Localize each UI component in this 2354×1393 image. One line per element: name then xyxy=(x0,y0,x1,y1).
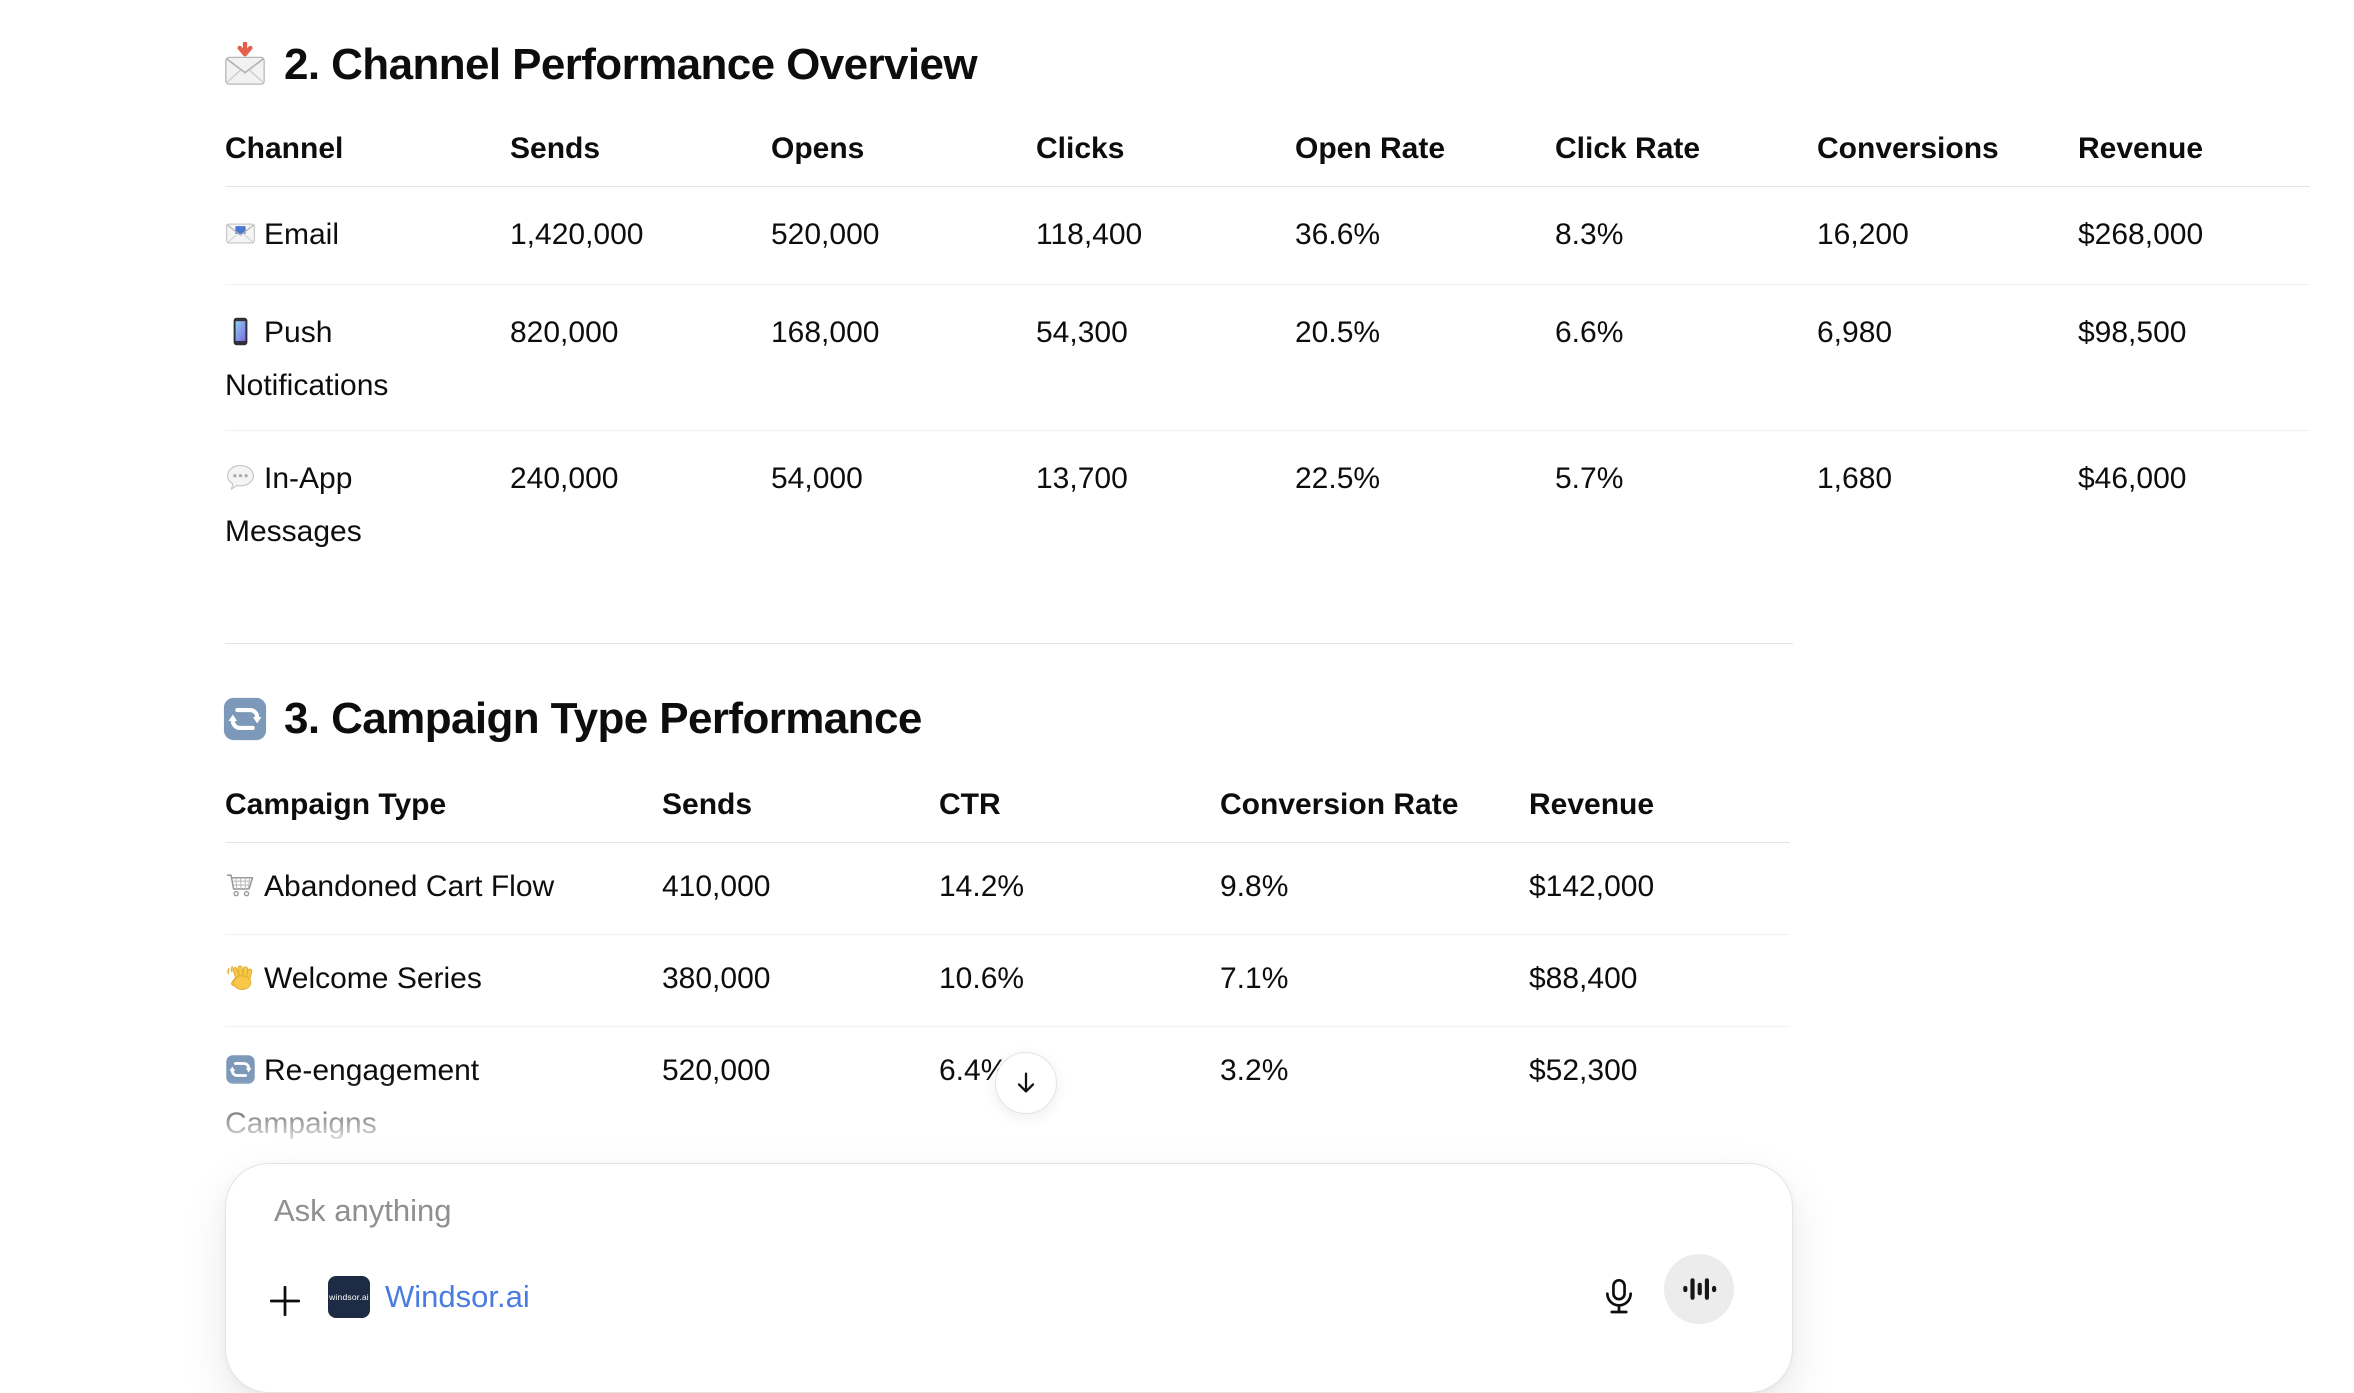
table-cell: 168,000 xyxy=(771,284,1036,431)
section-title: 3. Campaign Type Performance xyxy=(284,694,922,743)
table-row: Abandoned Cart Flow 410,000 14.2% 9.8% $… xyxy=(225,842,1790,935)
ask-anything-input[interactable] xyxy=(272,1192,1476,1230)
table-cell: Abandoned Cart Flow xyxy=(225,842,662,935)
mobile-phone-icon xyxy=(225,314,256,362)
table-cell: 9.8% xyxy=(1220,842,1529,935)
column-header: Campaign Type xyxy=(225,778,662,843)
column-header: Open Rate xyxy=(1295,122,1555,187)
table-cell: 6,980 xyxy=(1817,284,2078,431)
microphone-icon xyxy=(1599,1277,1639,1317)
table-cell: 22.5% xyxy=(1295,462,1381,495)
repeat-icon xyxy=(225,1052,256,1100)
column-header: Click Rate xyxy=(1555,122,1817,187)
plus-icon xyxy=(266,1282,304,1320)
voice-mode-button[interactable] xyxy=(1664,1254,1734,1324)
column-header: Sends xyxy=(662,778,939,843)
chat-composer: windsor.ai Windsor.ai xyxy=(225,1163,1793,1393)
shopping-cart-icon xyxy=(225,868,256,916)
table-cell: 13,700 xyxy=(1036,462,1128,495)
section-title: 2. Channel Performance Overview xyxy=(284,40,978,89)
table-cell: Email xyxy=(225,186,510,285)
column-header: CTR xyxy=(939,778,1220,843)
channel-performance-table: Channel Sends Opens Clicks Open Rate Cli… xyxy=(225,122,2310,576)
table-cell: 820,000 xyxy=(510,284,771,431)
scroll-to-bottom-button[interactable] xyxy=(995,1052,1057,1114)
campaign-type-table: Campaign Type Sends CTR Conversion Rate … xyxy=(225,778,1790,1167)
table-cell: 14.2% xyxy=(939,842,1220,935)
email-icon xyxy=(225,216,256,264)
table-cell: $268,000 xyxy=(2078,186,2310,285)
table-cell: In-App Messages xyxy=(225,460,362,548)
section-divider xyxy=(225,643,1793,644)
table-cell: 10.6% xyxy=(939,934,1220,1027)
table-cell: 520,000 xyxy=(662,1026,939,1167)
section-heading-channel: 2. Channel Performance Overview xyxy=(222,40,978,90)
column-header: Revenue xyxy=(1529,778,1790,843)
column-header: Revenue xyxy=(2078,122,2310,187)
windsor-logo-text: windsor.ai xyxy=(329,1292,369,1302)
envelope-with-arrow-icon xyxy=(222,42,268,88)
table-header-row: Campaign Type Sends CTR Conversion Rate … xyxy=(225,778,1790,843)
table-row: In-App Messages 240,000 54,000 13,700 22… xyxy=(225,431,2310,577)
table-cell: 16,200 xyxy=(1817,186,2078,285)
table-cell: 6.4% xyxy=(939,1026,1220,1167)
column-header: Conversion Rate xyxy=(1220,778,1529,843)
table-cell: Welcome Series xyxy=(225,934,662,1027)
repeat-icon xyxy=(222,696,268,742)
table-cell: $98,500 xyxy=(2078,284,2310,431)
main-content: { "sections": { "channel": { "icon": "en… xyxy=(0,40,2354,1393)
table-cell: 380,000 xyxy=(662,934,939,1027)
speech-balloon-icon xyxy=(225,460,256,508)
table-cell: 6.6% xyxy=(1555,284,1817,431)
table-cell: Push Notifications xyxy=(225,284,510,431)
waving-hand-icon xyxy=(225,960,256,1008)
add-attachment-button[interactable] xyxy=(264,1280,306,1322)
column-header: Sends xyxy=(510,122,771,187)
table-cell: 520,000 xyxy=(771,186,1036,285)
table-cell: $52,300 xyxy=(1529,1026,1790,1167)
section-heading-campaign: 3. Campaign Type Performance xyxy=(222,694,922,744)
table-cell: 54,000 xyxy=(771,462,863,495)
table-cell: 118,400 xyxy=(1036,186,1295,285)
voice-waveform-icon xyxy=(1681,1271,1717,1307)
table-cell: $88,400 xyxy=(1529,934,1790,1027)
connector-label: Windsor.ai xyxy=(385,1279,530,1314)
arrow-down-icon xyxy=(1011,1068,1041,1098)
table-cell: 7.1% xyxy=(1220,934,1529,1027)
table-cell: $46,000 xyxy=(2078,462,2187,495)
column-header: Conversions xyxy=(1817,122,2078,187)
table-cell: $142,000 xyxy=(1529,842,1790,935)
table-cell: 410,000 xyxy=(662,842,939,935)
column-header: Opens xyxy=(771,122,1036,187)
table-row: Welcome Series 380,000 10.6% 7.1% $88,40… xyxy=(225,934,1790,1027)
table-cell: 5.7% xyxy=(1555,462,1624,495)
column-header: Clicks xyxy=(1036,122,1295,187)
table-cell: 1,420,000 xyxy=(510,186,771,285)
table-cell: Re-engagement Campaigns xyxy=(225,1026,662,1167)
table-header-row: Channel Sends Opens Clicks Open Rate Cli… xyxy=(225,122,2310,187)
table-cell: 8.3% xyxy=(1555,186,1817,285)
table-cell: 1,680 xyxy=(1817,462,1893,495)
table-cell: 3.2% xyxy=(1220,1026,1529,1167)
table-cell: 240,000 xyxy=(510,462,619,495)
dictate-button[interactable] xyxy=(1598,1276,1640,1318)
table-row: Push Notifications 820,000 168,000 54,30… xyxy=(225,284,2310,431)
connector-chip-windsor[interactable]: windsor.ai Windsor.ai xyxy=(328,1274,530,1320)
table-cell: 36.6% xyxy=(1295,186,1555,285)
table-cell: 20.5% xyxy=(1295,284,1555,431)
windsor-logo: windsor.ai xyxy=(328,1276,370,1318)
table-row: Email 1,420,000 520,000 118,400 36.6% 8.… xyxy=(225,186,2310,285)
column-header: Channel xyxy=(225,122,510,187)
table-cell: 54,300 xyxy=(1036,284,1295,431)
